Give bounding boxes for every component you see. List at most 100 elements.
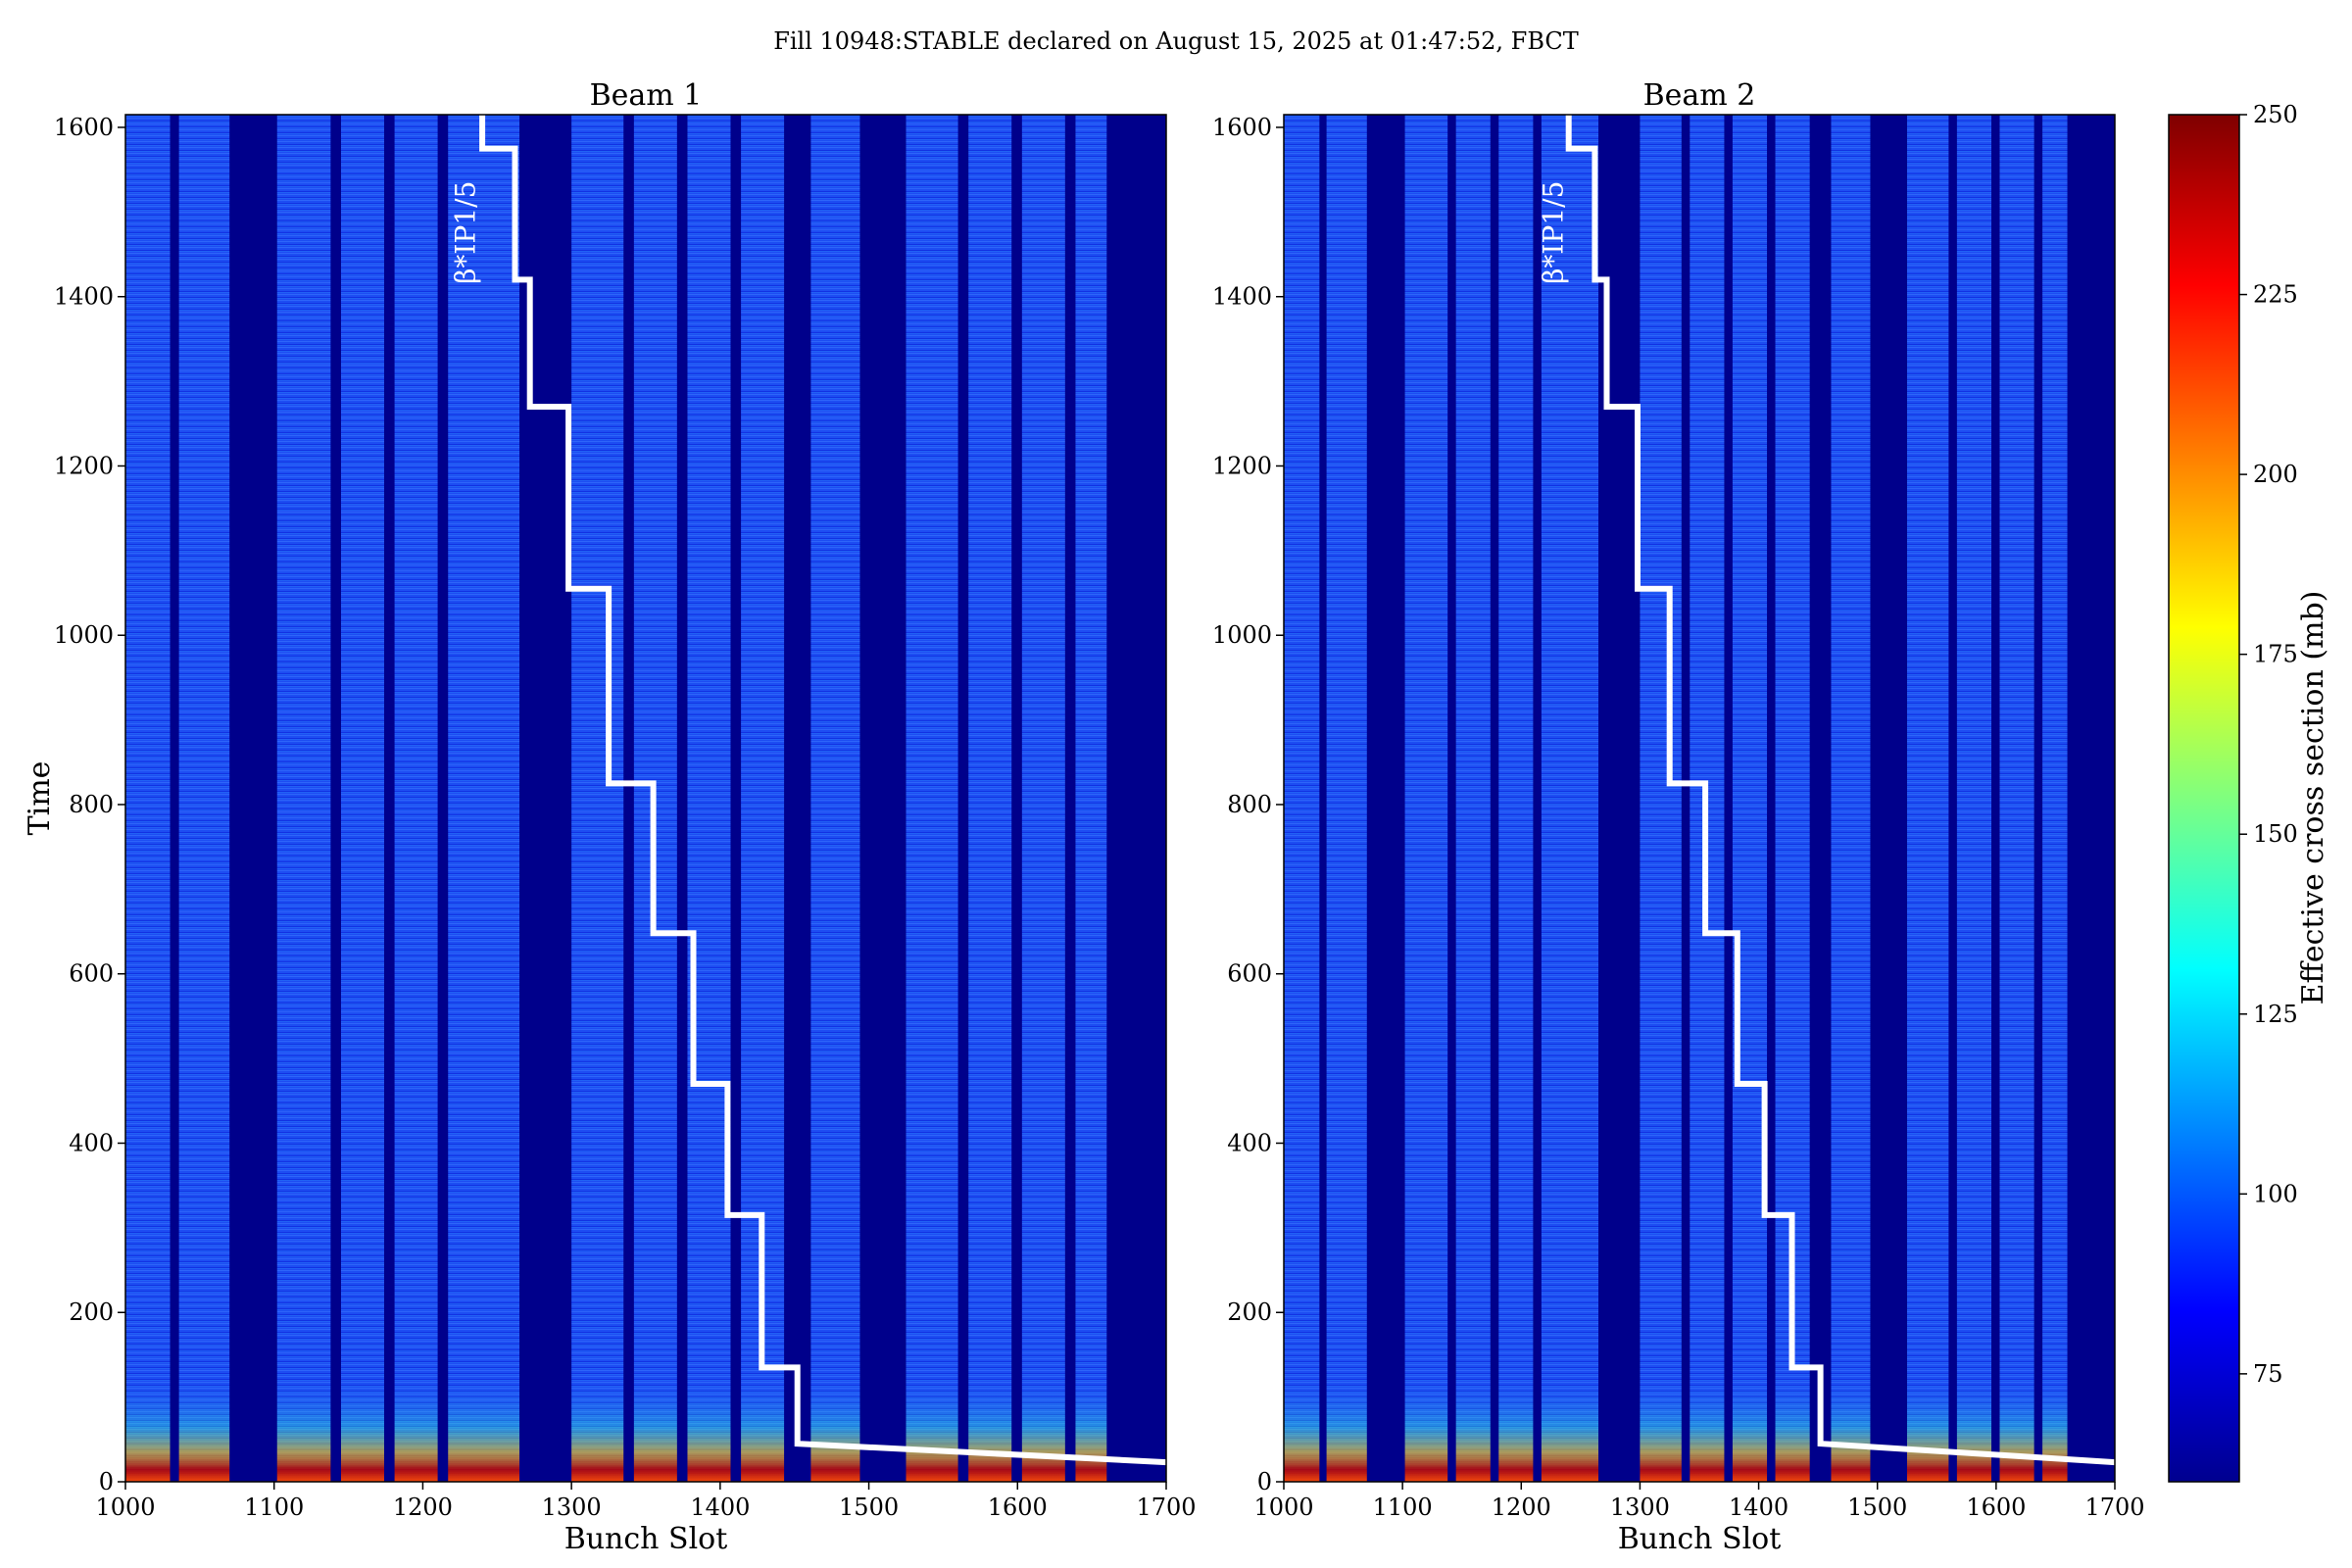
empty-band-11 bbox=[1870, 115, 1907, 1482]
empty-band-8 bbox=[1724, 115, 1733, 1482]
empty-band-10 bbox=[784, 115, 811, 1482]
beam-1-y-axis-label: Time bbox=[23, 761, 57, 836]
empty-band-1 bbox=[170, 115, 179, 1482]
y-tick-label: 600 bbox=[69, 960, 114, 988]
colorbar-gradient bbox=[2168, 114, 2240, 1483]
empty-band-3 bbox=[1447, 115, 1456, 1482]
beam-1-x-ticks: 1000 1100 1200 1300 1400 1500 1600 1700 bbox=[95, 1482, 1197, 1521]
empty-band-12 bbox=[1948, 115, 1957, 1482]
empty-band-14 bbox=[2034, 115, 2043, 1482]
empty-band-2 bbox=[229, 115, 277, 1482]
x-tick-label: 1200 bbox=[393, 1494, 453, 1521]
y-tick-label: 400 bbox=[1227, 1129, 1272, 1156]
x-tick-label: 1700 bbox=[2084, 1494, 2144, 1521]
y-tick-label: 0 bbox=[1257, 1468, 1272, 1495]
beta-star-step-line bbox=[479, 115, 1167, 1466]
y-tick-label: 0 bbox=[99, 1468, 114, 1495]
empty-band-9 bbox=[730, 115, 742, 1482]
beam-1-title: Beam 1 bbox=[590, 78, 703, 113]
beam-1-empty-bands bbox=[170, 115, 1166, 1482]
beam-1-panel: β*IP1/5 1000 1100 1200 1300 1400 1500 1600 1700… bbox=[23, 78, 1197, 1556]
colorbar-tick-label: 75 bbox=[2253, 1360, 2283, 1388]
x-tick-label: 1400 bbox=[690, 1494, 750, 1521]
empty-band-5 bbox=[437, 115, 449, 1482]
colorbar-tick-label: 175 bbox=[2253, 641, 2298, 668]
beam-2-y-ticks: 0 200 400 600 800 1000 1200 1400 1600 bbox=[1212, 114, 1284, 1495]
y-tick-label: 600 bbox=[1227, 960, 1272, 988]
empty-band-14 bbox=[1064, 115, 1076, 1482]
beam-2-title: Beam 2 bbox=[1643, 78, 1756, 113]
x-tick-label: 1400 bbox=[1729, 1494, 1788, 1521]
x-tick-label: 1300 bbox=[542, 1494, 602, 1521]
colorbar-tick-label: 125 bbox=[2253, 1001, 2298, 1028]
heatmap-high-value-region bbox=[125, 1380, 1166, 1482]
y-tick-label: 1000 bbox=[54, 621, 114, 649]
y-tick-label: 800 bbox=[69, 791, 114, 818]
x-tick-label: 1200 bbox=[1492, 1494, 1551, 1521]
beta-star-step-line bbox=[1565, 115, 2116, 1466]
x-tick-label: 1000 bbox=[1253, 1494, 1313, 1521]
beam-2-x-axis-label: Bunch Slot bbox=[1618, 1522, 1782, 1556]
empty-band-10 bbox=[1809, 115, 1832, 1482]
beam-1-axes-frame bbox=[124, 114, 1167, 1483]
empty-band-7 bbox=[623, 115, 634, 1482]
empty-band-15 bbox=[2067, 115, 2115, 1482]
colorbar-tick-label: 150 bbox=[2253, 820, 2298, 848]
beam-1-beta-star-line bbox=[479, 115, 1167, 1466]
empty-band-7 bbox=[1681, 115, 1690, 1482]
y-tick-label: 1400 bbox=[1212, 283, 1272, 311]
y-tick-label: 1000 bbox=[1212, 621, 1272, 649]
x-tick-label: 1100 bbox=[244, 1494, 304, 1521]
empty-band-3 bbox=[330, 115, 341, 1482]
heatmap-texture bbox=[125, 115, 1166, 1482]
colorbar-tick-label: 250 bbox=[2253, 101, 2298, 128]
x-tick-label: 1000 bbox=[95, 1494, 155, 1521]
beam-2-beta-star-line bbox=[1565, 115, 2116, 1466]
beam-2-axes-frame bbox=[1283, 114, 2116, 1483]
x-tick-label: 1300 bbox=[1610, 1494, 1670, 1521]
beam-2-empty-bands bbox=[1319, 115, 2115, 1482]
beam-2-x-ticks: 1000 1100 1200 1300 1400 1500 1600 1700 bbox=[1253, 1482, 2145, 1521]
y-tick-label: 1200 bbox=[54, 452, 114, 479]
beam-2-panel: β*IP1/5 1000 1100 1200 1300 1400 1500 1600 1700… bbox=[1212, 78, 2145, 1556]
empty-band-1 bbox=[1319, 115, 1327, 1482]
y-tick-label: 1600 bbox=[54, 114, 114, 141]
empty-band-4 bbox=[1490, 115, 1499, 1482]
y-tick-label: 1400 bbox=[54, 283, 114, 311]
x-tick-label: 1500 bbox=[839, 1494, 899, 1521]
y-tick-label: 1600 bbox=[1212, 114, 1272, 141]
x-tick-label: 1600 bbox=[988, 1494, 1048, 1521]
colorbar-ticks: 75 100 125 150 175 200 225 250 bbox=[2239, 101, 2298, 1388]
empty-band-4 bbox=[383, 115, 395, 1482]
figure-title: Fill 10948:STABLE declared on August 15,… bbox=[773, 27, 1579, 55]
x-tick-label: 1500 bbox=[1847, 1494, 1907, 1521]
y-tick-label: 1200 bbox=[1212, 452, 1272, 479]
empty-band-5 bbox=[1533, 115, 1542, 1482]
colorbar-tick-label: 225 bbox=[2253, 281, 2298, 309]
empty-band-15 bbox=[1106, 115, 1166, 1482]
colorbar-label: Effective cross section (mb) bbox=[2296, 591, 2330, 1005]
empty-band-8 bbox=[676, 115, 688, 1482]
colorbar-tick-label: 200 bbox=[2253, 461, 2298, 488]
x-tick-label: 1600 bbox=[1966, 1494, 2026, 1521]
beam-1-beta-star-label: β*IP1/5 bbox=[450, 181, 482, 284]
heatmap-texture bbox=[1284, 115, 2115, 1482]
beam-1-y-ticks: 0 200 400 600 800 1000 1200 1400 1600 bbox=[54, 114, 125, 1495]
y-tick-label: 800 bbox=[1227, 791, 1272, 818]
x-tick-label: 1700 bbox=[1136, 1494, 1196, 1521]
heatmap-high-value-region bbox=[1284, 1380, 2115, 1482]
x-tick-label: 1100 bbox=[1373, 1494, 1433, 1521]
empty-band-12 bbox=[957, 115, 969, 1482]
empty-band-11 bbox=[859, 115, 906, 1482]
y-tick-label: 200 bbox=[69, 1298, 114, 1326]
empty-band-9 bbox=[1767, 115, 1776, 1482]
empty-band-2 bbox=[1366, 115, 1405, 1482]
colorbar-tick-label: 100 bbox=[2253, 1180, 2298, 1207]
colorbar: 75 100 125 150 175 200 225 250 Effective cross … bbox=[2168, 101, 2330, 1483]
empty-band-13 bbox=[1011, 115, 1022, 1482]
empty-band-13 bbox=[1991, 115, 2000, 1482]
beam-1-x-axis-label: Bunch Slot bbox=[564, 1522, 728, 1556]
y-tick-label: 400 bbox=[69, 1129, 114, 1156]
y-tick-label: 200 bbox=[1227, 1298, 1272, 1326]
